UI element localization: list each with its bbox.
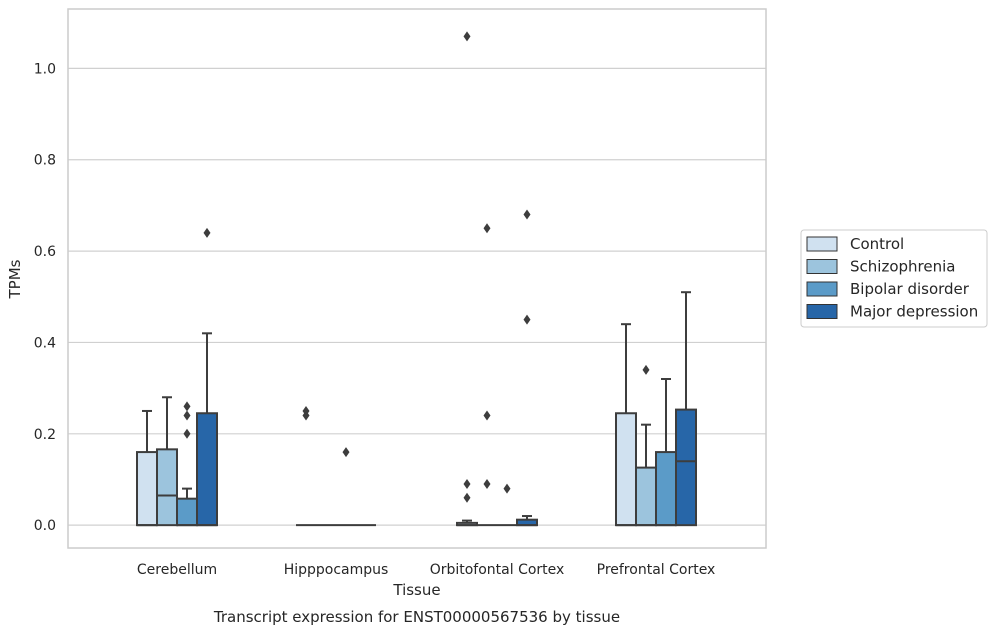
box-group <box>196 227 218 527</box>
legend-swatch <box>806 259 838 274</box>
legend-label: Schizophrenia <box>850 258 955 276</box>
outlier-point <box>483 223 491 234</box>
outlier-point <box>203 227 211 238</box>
outlier-point <box>183 428 191 439</box>
y-tick-label: 0.6 <box>34 244 56 260</box>
box-group <box>176 401 198 527</box>
y-tick-labels: 0.0 0.2 0.4 0.6 0.8 1.0 <box>34 61 56 534</box>
boxes-layer <box>136 31 697 527</box>
box-group <box>655 377 677 527</box>
x-axis-label: Tissue <box>392 581 440 599</box>
legend-swatch <box>806 304 838 319</box>
box-group <box>296 405 316 527</box>
legend-frame <box>800 229 988 328</box>
plot-frame <box>67 8 767 549</box>
y-axis-label: TPMs <box>6 259 24 299</box>
outlier-point <box>642 364 650 375</box>
box-rect <box>655 451 677 527</box>
outlier-point <box>183 410 191 421</box>
chart-caption: Transcript expression for ENST0000056753… <box>213 608 620 626</box>
box-group <box>456 31 478 527</box>
x-tick-label: Orbitofontal Cortex <box>430 562 565 578</box>
outlier-point <box>463 31 471 42</box>
outlier-point <box>523 209 531 220</box>
legend-label: Bipolar disorder <box>850 280 970 298</box>
box-rect <box>196 412 218 527</box>
box-group <box>136 409 158 527</box>
box-rect <box>136 451 158 527</box>
outlier-point <box>523 314 531 325</box>
legend-swatch <box>806 236 838 252</box>
outlier-point <box>463 492 471 503</box>
outlier-point <box>183 401 191 412</box>
outlier-point <box>483 410 491 421</box>
x-tick-label: Prefrontal Cortex <box>597 562 716 578</box>
box-group <box>635 364 657 527</box>
box-rect <box>675 408 697 527</box>
y-tick-label: 0.8 <box>34 153 56 169</box>
outlier-point <box>483 479 491 490</box>
outlier-point <box>342 447 350 458</box>
box-rect <box>156 448 178 527</box>
box-group <box>336 447 356 527</box>
legend: Control Schizophrenia Bipolar disorder Majo… <box>800 229 988 328</box>
box-group <box>615 323 637 527</box>
outlier-point <box>463 479 471 490</box>
box-group <box>497 483 517 527</box>
box-rect <box>176 497 198 527</box>
y-tick-label: 0.4 <box>34 335 56 351</box>
box-group <box>477 223 497 527</box>
legend-label: Control <box>850 235 904 253</box>
x-tick-label: Hipppocampus <box>284 562 389 578</box>
x-tick-label: Cerebellum <box>137 562 217 578</box>
outlier-point <box>302 405 310 416</box>
box-rect <box>635 466 657 527</box>
x-tick-labels: Cerebellum Hipppocampus Orbitofontal Corte… <box>137 562 715 578</box>
legend-swatch <box>806 281 838 297</box>
y-tick-label: 0.2 <box>34 427 56 443</box>
outlier-point <box>503 483 511 494</box>
box-group <box>516 209 538 527</box>
legend-label: Major depression <box>850 303 978 321</box>
box-group <box>156 396 178 527</box>
y-tick-label: 0.0 <box>34 518 56 534</box>
box-group <box>675 291 697 527</box>
y-tick-label: 1.0 <box>34 61 56 77</box>
box-rect <box>615 412 637 527</box>
